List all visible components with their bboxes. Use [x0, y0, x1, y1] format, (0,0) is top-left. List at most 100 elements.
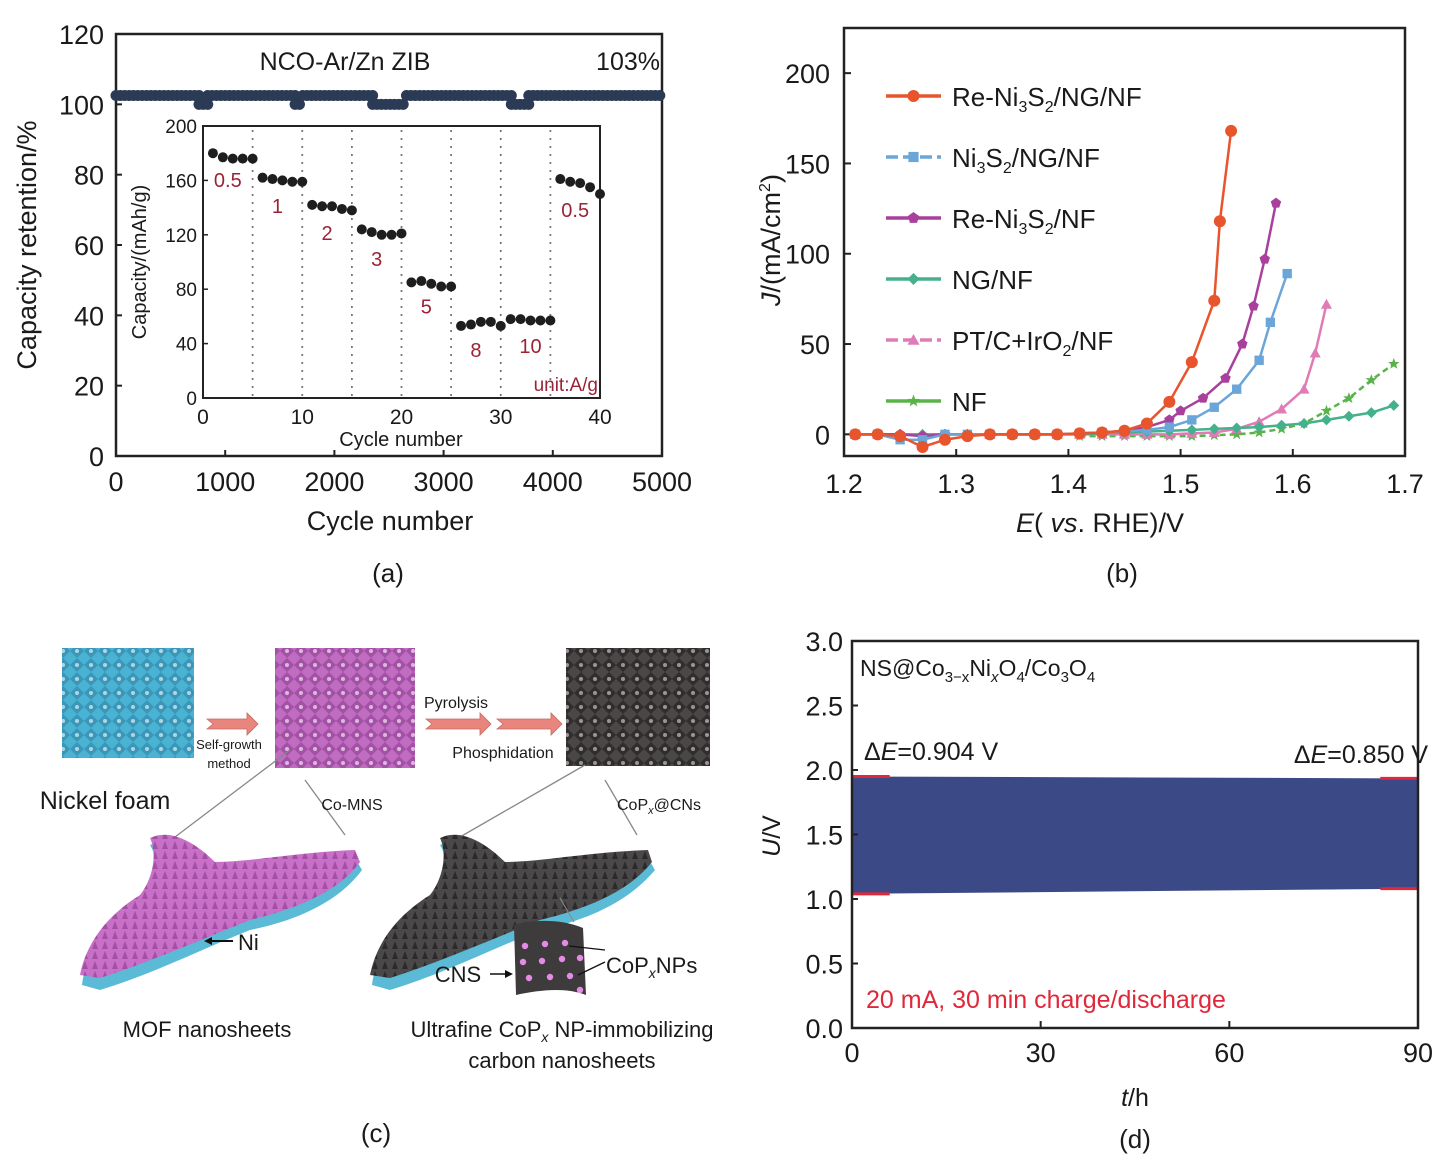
- legend-label-part: Ni: [952, 143, 977, 173]
- y-tick-label: 60: [74, 231, 104, 261]
- star-marker: [907, 394, 920, 407]
- legend-label: Re-Ni3S2/NF: [952, 204, 1096, 238]
- triangle-marker: [1309, 347, 1321, 358]
- pyrolysis-arrow-icon: [424, 712, 492, 736]
- legend-label-part: 3: [1018, 221, 1027, 238]
- panel-a-y-ticks: 0 20 40 60 80 100 120: [59, 20, 122, 472]
- diamond-marker: [907, 273, 920, 285]
- x-tick-label: 60: [1214, 1038, 1244, 1068]
- legend-label-part: S: [1027, 204, 1044, 234]
- retention-point: [293, 98, 305, 110]
- inset-capacity-point: [396, 228, 407, 239]
- zoom-line: [304, 779, 346, 836]
- nickel-foam-cube: [62, 648, 194, 758]
- inset-capacity-point: [406, 277, 417, 288]
- y-tick-label: 40: [74, 301, 104, 331]
- inset-capacity-point: [545, 315, 556, 326]
- circle-marker: [1185, 356, 1198, 369]
- triangle-marker: [1276, 403, 1288, 414]
- inset-capacity-point: [217, 152, 228, 163]
- circle-marker: [1028, 428, 1041, 441]
- ni-label: Ni: [238, 930, 259, 955]
- inset-y-axis-label: Capacity/(mAh/g): [129, 185, 151, 340]
- inset-capacity-point: [485, 316, 496, 327]
- circle-marker: [1140, 417, 1153, 430]
- y-tick-label: 2.5: [805, 692, 843, 722]
- y-tick-label: 150: [785, 149, 830, 179]
- inset-y-tick-label: 0: [186, 389, 197, 410]
- x-tick-label: 30: [1026, 1038, 1056, 1068]
- inset-capacity-point: [317, 201, 328, 212]
- square-marker: [917, 435, 928, 445]
- nanoparticle-dot: [576, 986, 584, 994]
- inset-capacity-point: [356, 224, 367, 235]
- self-growth-arrow-icon: [205, 712, 259, 736]
- copx-nps-label: CoPxNPs: [606, 953, 697, 981]
- legend-label: Re-Ni3S2/NG/NF: [952, 82, 1142, 116]
- circle-marker: [983, 428, 996, 441]
- triangle-marker: [1320, 298, 1332, 309]
- square-marker: [908, 151, 919, 163]
- inset-rate-label: 10: [519, 336, 541, 358]
- inset-x-tick-label: 10: [291, 406, 314, 429]
- legend-label-part: NG/NF: [952, 265, 1033, 295]
- circle-marker: [961, 430, 974, 443]
- legend-label-part: /NG/NF: [1054, 82, 1142, 112]
- circle-marker: [1225, 124, 1238, 137]
- phosphidation-arrow-icon: [495, 712, 563, 736]
- cns-arrowhead-icon: [505, 970, 513, 978]
- copx-np-pointer-icon: [568, 945, 606, 951]
- panel-d-x-ticks: 0 30 60 90: [844, 1021, 1433, 1068]
- inset-y-tick-label: 160: [165, 171, 197, 192]
- inset-capacity-point: [366, 227, 377, 238]
- legend-item: Re-Ni3S2/NF: [886, 204, 1096, 238]
- y-tick-label: 0: [89, 442, 104, 472]
- retention-point: [289, 90, 301, 102]
- panel-a-title: NCO-Ar/Zn ZIB: [260, 48, 431, 76]
- inset-capacity-point: [456, 320, 467, 331]
- pentagon-marker: [1175, 405, 1186, 416]
- inset-capacity-point: [227, 153, 238, 164]
- star-marker: [1365, 374, 1378, 386]
- series-line: [1079, 362, 1395, 438]
- copx-cns-label: CoPx@CNs: [617, 797, 701, 817]
- y-tick-label: 50: [800, 330, 830, 360]
- x-tick-label: 3000: [414, 467, 474, 497]
- legend-label-part: /NF: [1071, 326, 1113, 356]
- inset-capacity-point: [336, 203, 347, 214]
- panel-d-condition-label: 20 mA, 30 min charge/discharge: [866, 986, 1226, 1014]
- inset-capacity-point: [495, 320, 506, 331]
- legend-label-part: NF: [952, 387, 987, 417]
- panel-d-label: (d): [1119, 1124, 1151, 1154]
- retention-point: [505, 90, 517, 102]
- inset-capacity-point: [436, 281, 447, 292]
- legend-label: NF: [952, 387, 987, 417]
- circle-marker: [916, 440, 929, 453]
- inset-rate-labels: 0.5 1 2 3 5 8 10 0.5: [214, 170, 589, 362]
- circle-marker: [1213, 215, 1226, 228]
- inset-rate-label: 3: [371, 249, 382, 271]
- diamond-marker: [1276, 419, 1288, 431]
- panel-a-inset-rate-chart: 0 40 80 120 160 200 0 10 20 30 40 0.5 1 2 3 5 8 10 0.5 u…: [129, 117, 612, 451]
- panel-b-series-lines: [849, 124, 1400, 453]
- inset-rate-label: 2: [322, 223, 333, 245]
- circle-marker: [1163, 395, 1176, 408]
- pentagon-marker: [1259, 253, 1270, 264]
- inset-capacity-point: [416, 276, 427, 287]
- inset-capacity-point: [247, 153, 258, 164]
- diamond-marker: [1253, 421, 1265, 433]
- inset-y-tick-label: 200: [165, 117, 197, 138]
- legend-label-part: 2: [1063, 343, 1072, 360]
- panel-d-y-ticks: 0.0 0.5 1.0 1.5 2.0 2.5 3.0: [805, 627, 858, 1044]
- inset-capacity-point: [207, 148, 218, 159]
- panel-d-y-axis-label: U/V: [758, 815, 786, 857]
- square-marker: [1282, 268, 1292, 279]
- diamond-marker: [1298, 417, 1310, 429]
- circle-marker: [894, 430, 907, 443]
- carbon-nanosheet-layer: [370, 834, 652, 978]
- legend-label-part: /NG/NF: [1012, 143, 1100, 173]
- inset-unit-label: unit:A/g: [534, 375, 598, 396]
- nanoparticle-dot: [558, 955, 566, 963]
- panel-b-label: (b): [1106, 558, 1138, 588]
